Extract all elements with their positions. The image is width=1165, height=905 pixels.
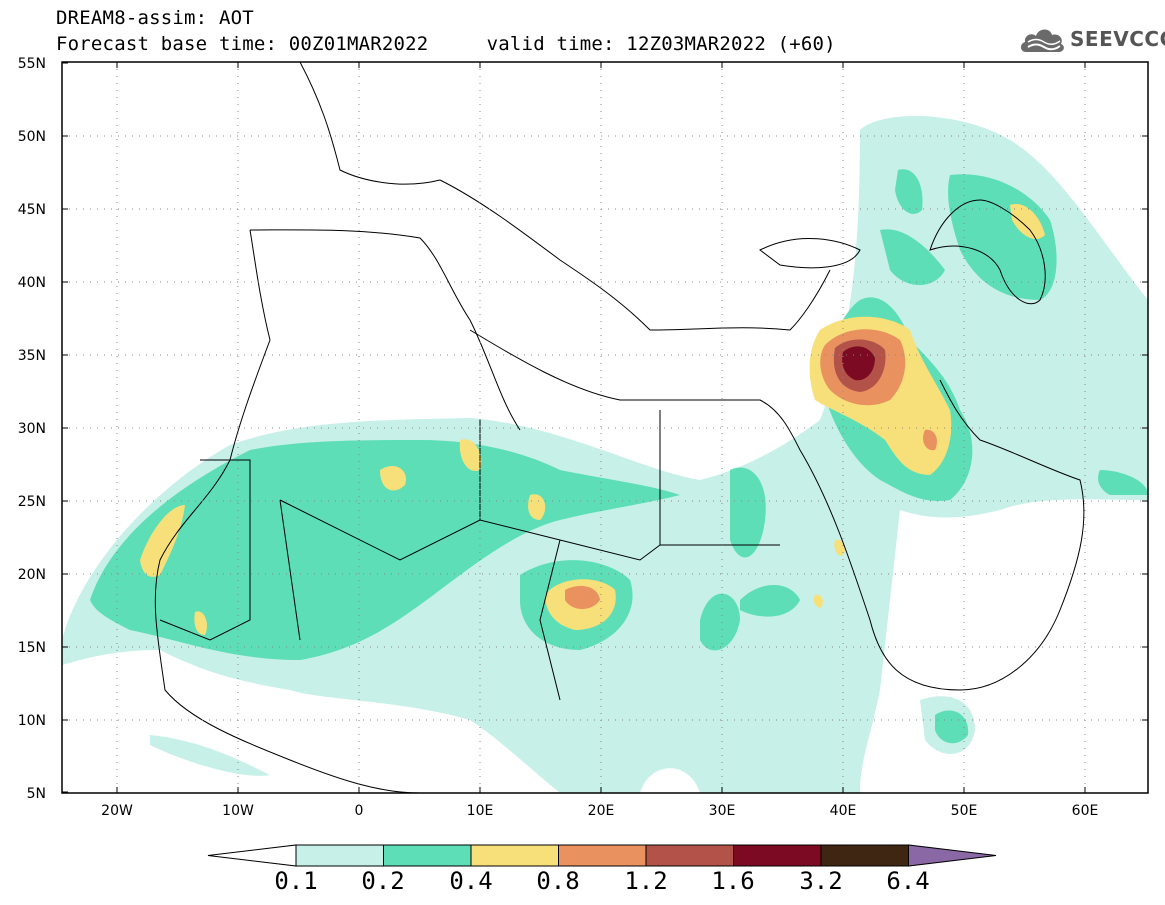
colorbar-label: 0.4 [449, 867, 493, 895]
colorbar-segment [908, 844, 997, 867]
lat-label: 55N [18, 56, 46, 72]
colorbar-label: 0.2 [361, 867, 405, 895]
colorbar-segment [295, 844, 384, 867]
west-africa-coast [154, 229, 421, 793]
lon-label: 30E [709, 803, 736, 819]
colorbar-segment [645, 844, 734, 867]
caspian-sea [929, 199, 1046, 305]
colorbar-segment [820, 844, 909, 867]
graticule [62, 62, 1148, 793]
colorbar-label: 1.2 [624, 867, 668, 895]
black-sea-south [759, 238, 861, 269]
coastlines [154, 62, 1085, 793]
axis-ticks [62, 62, 1148, 793]
cloud-icon [1020, 29, 1064, 52]
lat-label: 40N [18, 275, 46, 291]
lon-label: 0 [355, 803, 364, 819]
aot-field [62, 116, 1148, 793]
colorbar-segment [733, 844, 822, 867]
lat-label: 20N [18, 567, 46, 583]
colorbar-label: 0.1 [274, 867, 318, 895]
europe-southern-coast [439, 179, 831, 331]
lat-label: 25N [18, 494, 46, 510]
colorbar-label: 0.8 [536, 867, 580, 895]
colorbar-label: 1.6 [711, 867, 755, 895]
logo-text: SEEVCCC [1070, 27, 1165, 51]
lon-label: 20W [101, 803, 133, 819]
lat-label: 10N [18, 713, 46, 729]
lon-label: 40E [830, 803, 857, 819]
lon-label: 50E [951, 803, 978, 819]
colorbar-segment [383, 844, 472, 867]
colorbar-segment [470, 844, 559, 867]
lon-label: 10E [467, 803, 494, 819]
map-title: DREAM8-assim: AOT [56, 7, 254, 29]
iberia-north-africa-coast [249, 229, 521, 431]
lat-label: 30N [18, 421, 46, 437]
uk-france-coast [299, 62, 441, 185]
colorbar-segment [207, 844, 297, 867]
lon-label: 60E [1072, 803, 1099, 819]
forecast-time-line: Forecast base time: 00Z01MAR2022 valid t… [56, 33, 836, 55]
med-red-sea-arabia-coast [469, 329, 1085, 691]
seevccc-logo: SEEVCCC [1018, 22, 1165, 58]
country-borders [159, 410, 780, 701]
lat-label: 5N [27, 786, 46, 802]
lon-label: 20E [588, 803, 615, 819]
colorbar-label: 3.2 [799, 867, 843, 895]
lat-label: 50N [18, 129, 46, 145]
colorbar [207, 844, 997, 867]
lat-label: 45N [18, 202, 46, 218]
aot-level-1.6 [842, 346, 875, 381]
colorbar-label: 6.4 [886, 867, 930, 895]
lon-label: 10W [222, 803, 254, 819]
colorbar-segment [558, 844, 647, 867]
lat-label: 15N [18, 640, 46, 656]
lat-label: 35N [18, 348, 46, 364]
